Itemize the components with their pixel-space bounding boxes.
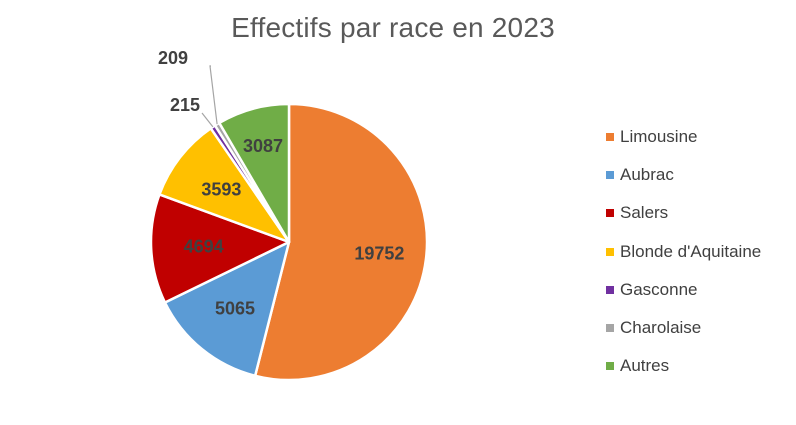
legend: Limousine Aubrac Salers Blonde d'Aquitai… bbox=[606, 118, 761, 385]
leader-lines bbox=[201, 65, 218, 128]
legend-swatch bbox=[606, 171, 614, 180]
pie-slice-aubrac bbox=[163, 240, 291, 378]
chart-title: Effectifs par race en 2023 bbox=[231, 12, 555, 43]
legend-label: Limousine bbox=[620, 127, 698, 147]
pie-slice-salers bbox=[149, 193, 291, 304]
legend-swatch bbox=[606, 133, 614, 142]
legend-item: Charolaise bbox=[606, 309, 761, 347]
legend-label: Autres bbox=[620, 356, 670, 376]
data-label: 5065 bbox=[215, 298, 255, 318]
leader-line bbox=[209, 65, 218, 125]
data-label: 209 bbox=[158, 48, 188, 68]
data-label: 215 bbox=[170, 95, 200, 115]
leader-line bbox=[201, 112, 214, 128]
legend-label: Salers bbox=[620, 203, 669, 223]
data-label: 3593 bbox=[201, 180, 241, 200]
legend-swatch bbox=[606, 324, 614, 333]
legend-item: Blonde d'Aquitaine bbox=[606, 233, 761, 271]
legend-item: Limousine bbox=[606, 118, 761, 156]
legend-swatch bbox=[606, 209, 614, 218]
legend-swatch bbox=[606, 362, 614, 371]
legend-swatch bbox=[606, 247, 614, 256]
legend-label: Aubrac bbox=[620, 165, 674, 185]
data-label: 4694 bbox=[184, 236, 224, 256]
legend-item: Gasconne bbox=[606, 271, 761, 309]
legend-label: Gasconne bbox=[620, 279, 698, 299]
legend-item: Aubrac bbox=[606, 156, 761, 194]
pie-slices bbox=[149, 102, 429, 382]
data-label: 3087 bbox=[243, 136, 283, 156]
legend-label: Blonde d'Aquitaine bbox=[620, 241, 762, 261]
pie-slice-blonde-d-aquitaine bbox=[158, 127, 291, 244]
pie-slice-autres bbox=[218, 102, 291, 244]
pie-chart: 19752 5065 4694 3593 215 209 3087 bbox=[149, 48, 429, 382]
legend-label: Charolaise bbox=[620, 318, 702, 338]
legend-item: Autres bbox=[606, 347, 761, 385]
legend-item: Salers bbox=[606, 194, 761, 232]
legend-swatch bbox=[606, 285, 614, 294]
data-label: 19752 bbox=[354, 243, 404, 263]
pie-slice-limousine bbox=[253, 102, 429, 382]
data-labels: 19752 5065 4694 3593 215 209 3087 bbox=[158, 48, 404, 318]
